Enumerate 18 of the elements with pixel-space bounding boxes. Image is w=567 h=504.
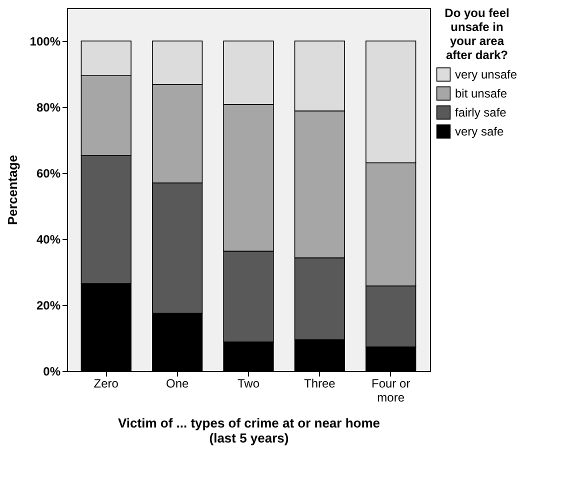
y-axis-title: Percentage: [4, 154, 20, 226]
x-tick-label: Two: [237, 376, 260, 390]
y-tick-label: 0%: [43, 364, 61, 378]
x-axis-title: Victim of ... types of crime at or near home (last 5 years): [118, 416, 380, 446]
y-tick-label: 20%: [36, 298, 61, 312]
y-tick-label: 60%: [36, 166, 61, 180]
y-tick-label: 40%: [36, 232, 61, 246]
legend-label: fairly safe: [455, 106, 507, 120]
y-tick-label: 100%: [30, 34, 61, 48]
legend-label: very unsafe: [455, 68, 518, 82]
x-tick-label: One: [166, 376, 189, 390]
y-tick-label: 80%: [36, 100, 61, 114]
legend-title: Do you feel unsafe in your area after dark?: [444, 6, 510, 62]
x-tick-label: Three: [304, 376, 336, 390]
x-tick-label: Zero: [94, 376, 119, 390]
legend-label: bit unsafe: [455, 86, 508, 100]
x-tick-label: Four or more: [372, 376, 410, 404]
legend-label: very safe: [455, 124, 504, 138]
